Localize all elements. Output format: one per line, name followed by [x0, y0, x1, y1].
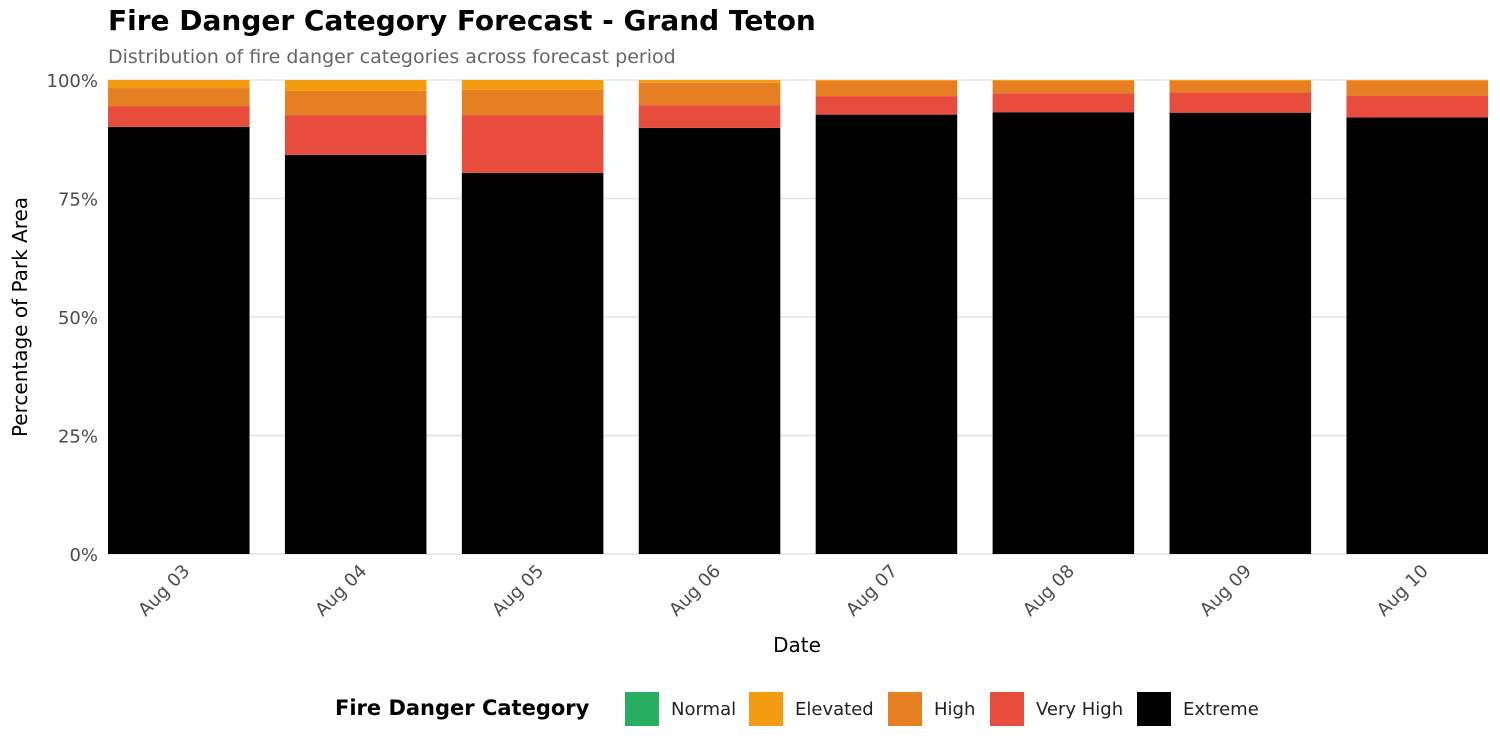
- legend-label: High: [934, 699, 976, 720]
- legend-swatch-very-high: [990, 692, 1024, 726]
- bar-segment-extreme: [461, 172, 604, 555]
- y-tick-label: 25%: [58, 427, 98, 448]
- bar-segment-very-high: [815, 96, 958, 115]
- legend-label: Very High: [1036, 699, 1124, 720]
- bar-segment-very-high: [992, 93, 1135, 113]
- y-tick-label: 100%: [47, 71, 98, 92]
- bar-segment-extreme: [1169, 112, 1312, 555]
- chart-subtitle: Distribution of fire danger categories a…: [108, 46, 676, 68]
- x-tick-label: Aug 04: [311, 561, 371, 621]
- bar-segment-extreme: [815, 114, 958, 555]
- x-tick-label: Aug 03: [134, 561, 194, 621]
- legend-label: Elevated: [795, 699, 874, 720]
- bar-segment-extreme: [992, 112, 1135, 555]
- plot-area: 0% 25% 50% 75% 100% Aug 03 Aug 04 Aug 05 Aug 06…: [8, 71, 1488, 657]
- x-tick-label: Aug 06: [665, 561, 725, 621]
- y-axis-label: Percentage of Park Area: [8, 197, 32, 437]
- bar-segment-elevated: [815, 80, 958, 81]
- bar-segment-elevated: [461, 80, 604, 90]
- bar-segment-high: [992, 80, 1135, 94]
- bar-segment-high: [1169, 80, 1312, 93]
- bar-segment-elevated: [108, 80, 250, 89]
- legend-title: Fire Danger Category: [335, 696, 590, 720]
- legend-label: Extreme: [1183, 699, 1259, 720]
- x-tick-label: Aug 09: [1196, 561, 1256, 621]
- x-tick-label: Aug 07: [842, 561, 902, 621]
- y-tick-label: 0%: [69, 545, 98, 566]
- bar-segment-high: [108, 88, 250, 107]
- bar-segment-very-high: [1169, 92, 1312, 113]
- chart-title: Fire Danger Category Forecast - Grand Te…: [108, 4, 816, 37]
- bar-segment-very-high: [638, 105, 781, 128]
- legend-swatch-high: [888, 692, 922, 726]
- bar-segment-high: [461, 89, 604, 116]
- bar-segment-high: [284, 90, 427, 116]
- bar-segment-elevated: [1169, 80, 1312, 81]
- y-tick-label: 75%: [58, 190, 98, 211]
- legend-swatch-extreme: [1137, 692, 1171, 726]
- bar-segment-extreme: [638, 127, 781, 555]
- bar-segment-very-high: [1346, 95, 1488, 118]
- bar-segment-elevated: [638, 80, 781, 83]
- bar-segment-elevated: [284, 80, 427, 91]
- bar-segment-high: [815, 80, 958, 97]
- bar-segment-very-high: [461, 115, 604, 173]
- bar-segment-elevated: [1346, 80, 1488, 81]
- bar-segment-elevated: [992, 80, 1135, 81]
- bar-segment-very-high: [108, 106, 250, 127]
- legend-label: Normal: [671, 699, 737, 720]
- x-tick-label: Aug 08: [1019, 561, 1079, 621]
- bar-segment-high: [1346, 80, 1488, 96]
- bar-segment-extreme: [284, 154, 427, 554]
- bar-segment-very-high: [284, 115, 427, 155]
- legend: Fire Danger Category Normal Elevated High V…: [0, 690, 1500, 730]
- bar-segment-extreme: [108, 126, 250, 555]
- bar-segment-extreme: [1346, 117, 1488, 555]
- x-tick-label: Aug 05: [488, 561, 548, 621]
- bar-segment-high: [638, 82, 781, 106]
- x-axis-label: Date: [773, 633, 821, 657]
- y-tick-label: 50%: [58, 308, 98, 329]
- x-tick-label: Aug 10: [1373, 561, 1433, 621]
- legend-swatch-normal: [625, 692, 659, 726]
- legend-swatch-elevated: [749, 692, 783, 726]
